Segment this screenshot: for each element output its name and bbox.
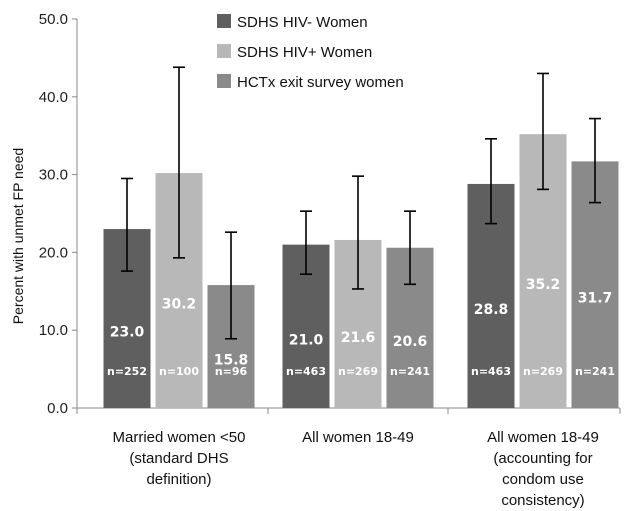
legend-swatch — [217, 74, 231, 88]
bar-n-label: n=269 — [523, 365, 563, 378]
bar-value-label: 30.2 — [162, 297, 197, 313]
x-category-label: All women 18-49 (accounting for condom use… — [487, 429, 599, 509]
bar-n-label: n=100 — [159, 365, 199, 378]
bar-value-label: 21.0 — [289, 332, 324, 348]
y-tick-label: 10.0 — [39, 322, 68, 339]
legend-background — [212, 8, 430, 104]
y-tick-label: 20.0 — [39, 244, 68, 261]
bar-n-label: n=241 — [575, 365, 615, 378]
bar-n-label: n=96 — [215, 365, 248, 378]
y-tick-label: 30.0 — [39, 167, 68, 184]
y-tick-label: 50.0 — [39, 11, 68, 28]
bar-n-label: n=252 — [107, 365, 147, 378]
bar-n-label: n=463 — [471, 365, 511, 378]
error-bars — [121, 66, 601, 340]
legend-swatch — [217, 44, 231, 58]
bar-value-label: 35.2 — [526, 277, 561, 293]
legend-entry-label: HCTx exit survey women — [237, 74, 404, 91]
bars — [103, 134, 619, 409]
y-tick-label: 40.0 — [39, 89, 68, 106]
bar-value-label: 15.8 — [214, 353, 249, 369]
legend-entry-label: SDHS HIV- Women — [237, 14, 368, 31]
y-axis-label: Percent with unmet FP need — [10, 148, 26, 324]
bar-value-label: 31.7 — [578, 291, 613, 307]
bar-value-label: 28.8 — [474, 302, 509, 318]
legend-swatch — [217, 14, 231, 28]
y-tick-label: 0.0 — [47, 400, 68, 417]
bar-value-label: 23.0 — [110, 325, 145, 341]
bar-n-label: n=463 — [286, 365, 326, 378]
axes: 0.0 10.0 20.0 30.0 40.0 50.0 Married women <50… — [39, 11, 621, 509]
x-category-label: Married women <50 (standard DHS definition… — [113, 429, 246, 488]
bar-n-label: n=269 — [338, 365, 378, 378]
bar-n-label: n=241 — [390, 365, 430, 378]
bar-value-label: 21.6 — [341, 330, 376, 346]
x-category-label: All women 18-49 — [302, 429, 414, 446]
data-labels: 23.0 n=252 21.0 n=463 28.8 n=463 30.2 n=100 21.6… — [107, 277, 615, 378]
legend-entry-label: SDHS HIV+ Women — [237, 44, 372, 61]
bar-value-label: 20.6 — [393, 334, 428, 350]
legend: SDHS HIV- Women SDHS HIV+ Women HCTx exit … — [212, 8, 430, 104]
